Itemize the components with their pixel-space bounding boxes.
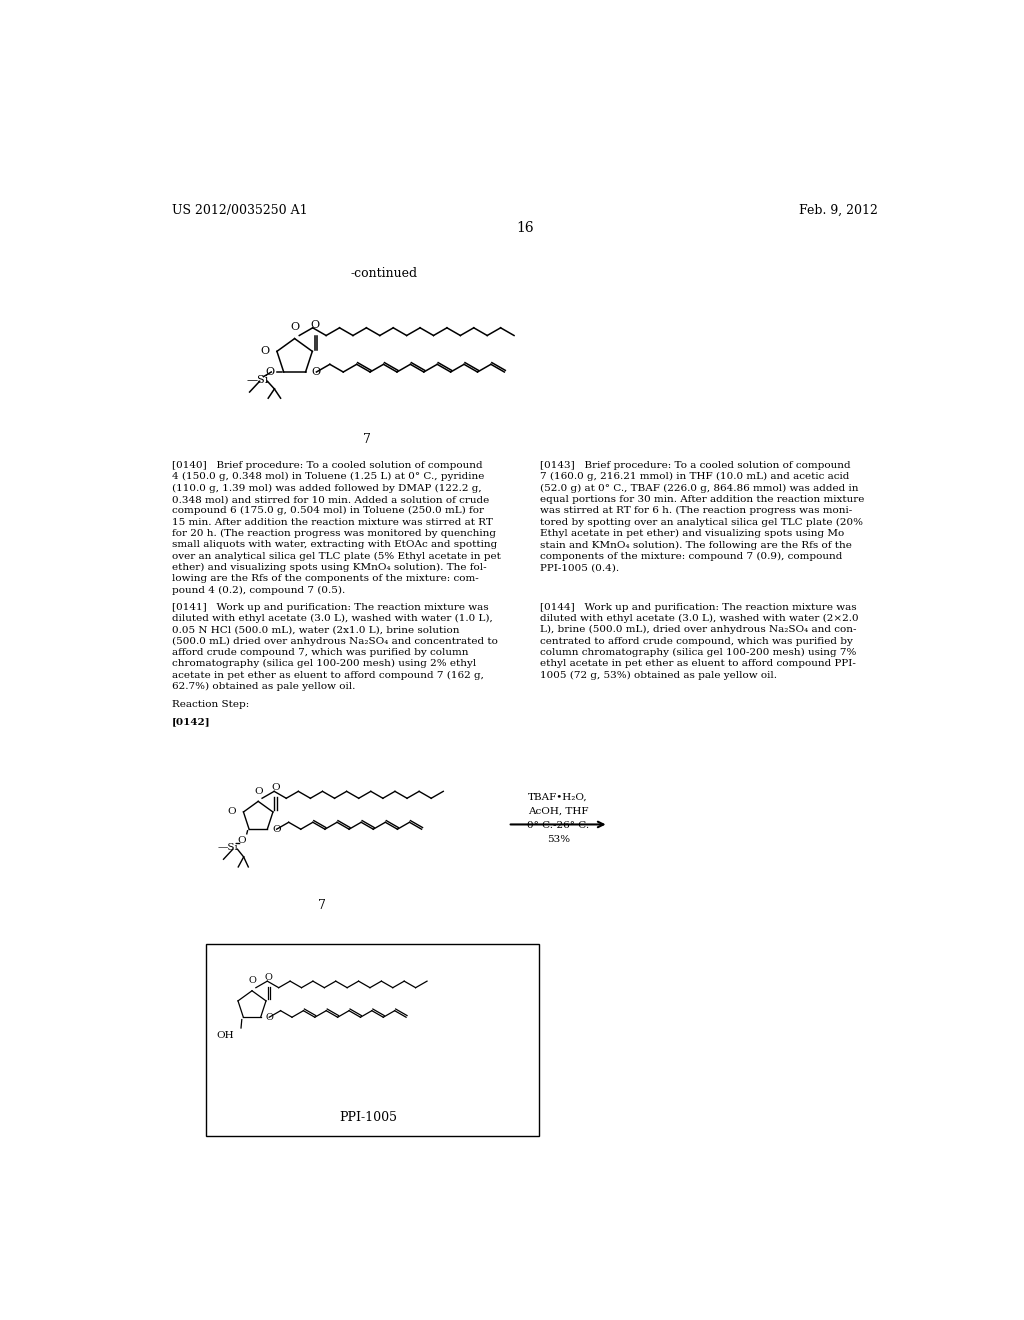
Text: 53%: 53% xyxy=(547,834,569,843)
Text: —Si: —Si xyxy=(246,375,268,384)
Text: OH: OH xyxy=(217,1031,234,1040)
Text: -continued: -continued xyxy=(350,268,418,280)
Text: O: O xyxy=(227,808,236,817)
Text: [0143]   Brief procedure: To a cooled solution of compound
7 (160.0 g, 216.21 mm: [0143] Brief procedure: To a cooled solu… xyxy=(541,461,864,573)
Text: O: O xyxy=(260,346,269,356)
Text: O: O xyxy=(311,367,321,378)
Text: O: O xyxy=(290,322,299,333)
Text: O: O xyxy=(271,783,280,792)
Text: O: O xyxy=(254,787,262,796)
Text: Reaction Step:: Reaction Step: xyxy=(172,700,250,709)
Text: [0144]   Work up and purification: The reaction mixture was
diluted with ethyl a: [0144] Work up and purification: The rea… xyxy=(541,603,859,680)
Text: 7: 7 xyxy=(317,899,326,912)
Text: AcOH, THF: AcOH, THF xyxy=(528,807,589,816)
Text: PPI-1005: PPI-1005 xyxy=(339,1110,397,1123)
Text: Feb. 9, 2012: Feb. 9, 2012 xyxy=(799,205,878,218)
Text: 0° C.-26° C.: 0° C.-26° C. xyxy=(527,821,589,830)
Text: O: O xyxy=(264,973,272,982)
Text: [0142]: [0142] xyxy=(172,718,211,726)
Text: O: O xyxy=(237,837,246,845)
Text: O: O xyxy=(248,977,256,985)
Text: O: O xyxy=(311,319,319,330)
Bar xyxy=(206,944,539,1137)
Text: O: O xyxy=(265,1012,273,1022)
Text: —Si: —Si xyxy=(218,843,239,853)
Text: O: O xyxy=(265,367,274,378)
Text: US 2012/0035250 A1: US 2012/0035250 A1 xyxy=(172,205,308,218)
Text: O: O xyxy=(272,825,282,834)
Text: TBAF•H₂O,: TBAF•H₂O, xyxy=(528,793,588,803)
Text: 7: 7 xyxy=(362,433,371,446)
Text: [0141]   Work up and purification: The reaction mixture was
diluted with ethyl a: [0141] Work up and purification: The rea… xyxy=(172,603,498,692)
Text: 16: 16 xyxy=(516,220,534,235)
Text: [0140]   Brief procedure: To a cooled solution of compound
4 (150.0 g, 0.348 mol: [0140] Brief procedure: To a cooled solu… xyxy=(172,461,501,595)
